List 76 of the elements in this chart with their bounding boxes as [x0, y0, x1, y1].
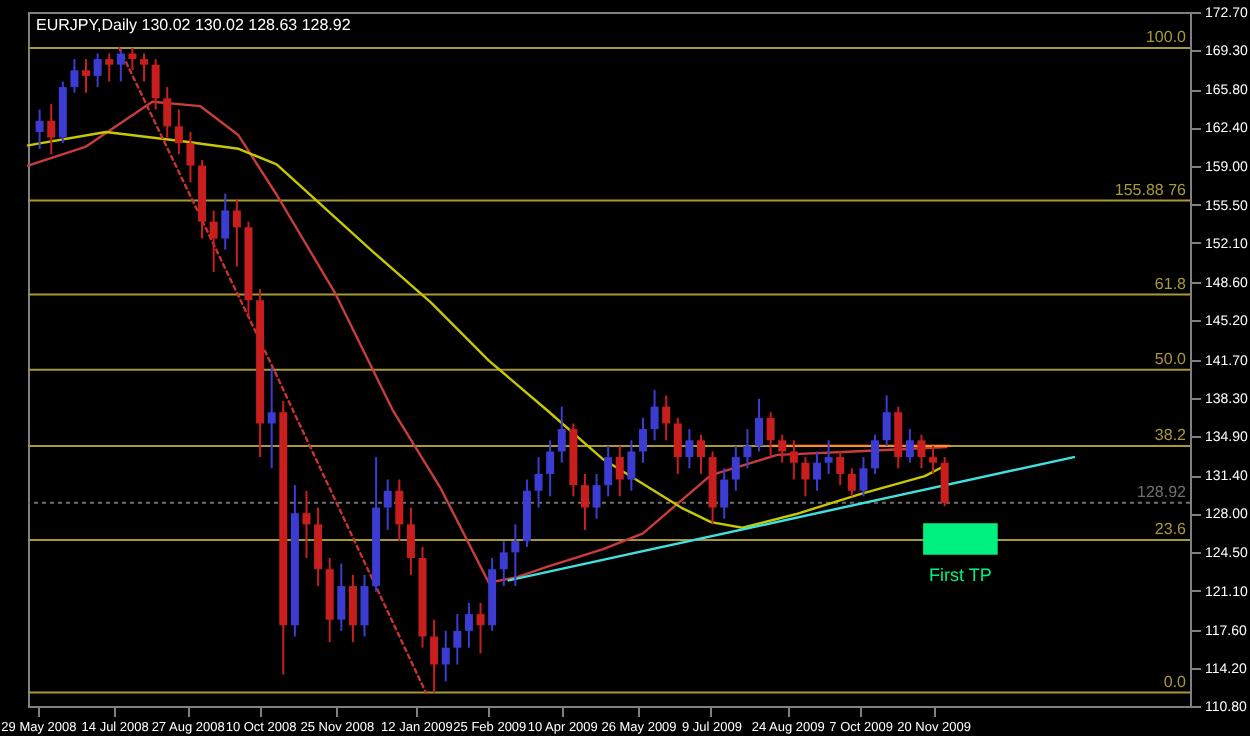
candlestick: [778, 433, 787, 464]
candlestick: [140, 52, 149, 83]
candlestick: [314, 506, 323, 588]
candlestick: [93, 52, 102, 89]
candlestick: [847, 467, 856, 498]
candlestick: [267, 366, 276, 470]
candlestick: [662, 394, 671, 442]
annotation: 38.2: [1154, 425, 1188, 444]
annotation: 61.8: [1154, 274, 1188, 293]
candlestick: [940, 456, 949, 508]
candlestick: [592, 472, 601, 520]
candlestick: [348, 573, 357, 644]
candlestick: [163, 86, 172, 139]
candlestick: [360, 573, 369, 638]
candlestick: [580, 472, 589, 531]
annotation: 23.6: [1154, 520, 1188, 539]
candlestick: [638, 416, 647, 464]
candlestick: [337, 562, 346, 632]
candlestick: [801, 456, 810, 498]
annotation: 155.88 76: [1114, 180, 1188, 199]
candlestick: [604, 444, 613, 498]
candlestick: [929, 444, 938, 475]
candlestick: [105, 52, 114, 83]
candlestick: [871, 433, 880, 475]
candlestick: [743, 428, 752, 470]
candlestick: [685, 428, 694, 470]
candlestick: [476, 601, 485, 655]
candlestick: [302, 489, 311, 560]
ref-line-label: 128.92: [1137, 482, 1188, 501]
annotation: 100.0: [1145, 27, 1188, 46]
candlestick: [499, 540, 508, 588]
candlestick: [395, 478, 404, 543]
candlestick: [82, 58, 91, 94]
candlestick: [731, 444, 740, 492]
annotation: First TP: [929, 564, 992, 585]
candlestick: [697, 433, 705, 475]
candlestick: [406, 506, 415, 576]
candlestick: [673, 416, 682, 475]
candlestick: [766, 411, 775, 459]
candlestick: [47, 102, 56, 156]
candlestick: [813, 450, 822, 492]
candlestick: [534, 456, 543, 509]
candlestick: [650, 388, 659, 442]
candlestick: [35, 108, 44, 150]
candlestick: [836, 450, 845, 487]
candlestick: [882, 394, 891, 447]
candlestick: [824, 439, 833, 475]
candlestick: [221, 192, 230, 251]
candlestick: [511, 523, 520, 588]
candlestick: [894, 405, 903, 470]
candlestick: [128, 46, 137, 72]
candlestick: [557, 405, 566, 464]
candlestick: [859, 456, 868, 498]
candlestick: [917, 433, 926, 470]
candlestick: [546, 439, 555, 498]
candlestick: [70, 58, 79, 94]
candlestick: [789, 439, 798, 481]
candlestick: [720, 467, 729, 520]
candlestick: [116, 49, 125, 83]
candlestick: [383, 478, 392, 531]
candlestick: [615, 444, 624, 498]
candlestick: [232, 198, 241, 268]
candlestick: [453, 613, 462, 666]
candlestick: [151, 58, 160, 111]
annotation: 0.0: [1163, 672, 1188, 691]
annotation: 50.0: [1154, 349, 1188, 368]
candlestick: [174, 108, 183, 156]
candlestick: [209, 209, 218, 274]
candlestick: [755, 397, 764, 453]
candlestick: [464, 601, 473, 649]
candlestick: [905, 428, 914, 464]
candlestick: [441, 629, 450, 683]
candlestick: [430, 618, 439, 694]
candlestick: [627, 439, 636, 492]
candlestick: [186, 130, 195, 184]
chart-title: EURJPY,Daily 130.02 130.02 128.63 128.92: [36, 16, 352, 34]
